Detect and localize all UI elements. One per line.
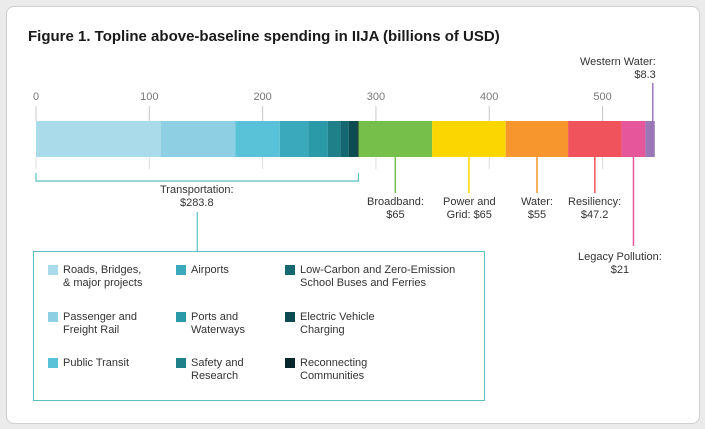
bar-segment-passenger-and-freight-rail <box>160 121 236 157</box>
tick-label: 100 <box>140 91 158 103</box>
legend-item-low-carbon-and-zero-emission-school-buses-and-ferries: Low-Carbon and Zero-Emission School Buse… <box>285 264 455 290</box>
transportation-label: Transportation: $283.8 <box>160 184 234 209</box>
label-power-and-grid: Power and Grid: $65 <box>443 196 496 221</box>
label-legacy-pollution: Legacy Pollution: $21 <box>578 251 662 276</box>
label-broadband: Broadband: $65 <box>367 196 424 221</box>
label-water: Water: $55 <box>521 196 553 221</box>
legend-swatch <box>48 265 58 275</box>
legend-item-ports-and-waterways: Ports and Waterways <box>176 311 245 337</box>
bar-segment-resiliency <box>568 121 622 157</box>
bar-segment-broadband <box>358 121 433 157</box>
legend-swatch <box>48 312 58 322</box>
legend-item-reconnecting-communities: Reconnecting Communities <box>285 357 367 383</box>
bar-segment-legacy-pollution <box>621 121 646 157</box>
legend-item-passenger-and-freight-rail: Passenger and Freight Rail <box>48 311 137 337</box>
bar-segment-airports <box>279 121 309 157</box>
bar-segment-roads-bridges-major-projects <box>36 121 161 157</box>
legend-swatch <box>176 265 186 275</box>
bar-segment-public-transit <box>235 121 280 157</box>
legend-label: Ports and Waterways <box>191 311 245 336</box>
legend-swatch <box>285 358 295 368</box>
legend-swatch <box>176 312 186 322</box>
legend-swatch <box>285 265 295 275</box>
chart-card <box>6 6 700 424</box>
leader-lines <box>35 83 654 251</box>
bar-segment-safety-and-research <box>327 121 341 157</box>
bar-segment-power-and-grid <box>432 121 506 157</box>
legend-label: Safety and Research <box>191 357 244 382</box>
legend-label: Low-Carbon and Zero-Emission School Buse… <box>300 264 456 289</box>
legend-label: Passenger and Freight Rail <box>63 311 137 336</box>
legend-label: Airports <box>191 264 229 276</box>
chart-title: Figure 1. Topline above-baseline spendin… <box>28 28 500 45</box>
transportation-bracket <box>35 173 360 182</box>
legend-label: Public Transit <box>63 357 130 369</box>
legend-item-safety-and-research: Safety and Research <box>176 357 244 383</box>
stacked-bar <box>36 121 655 157</box>
bar-segment-reconnecting-communities <box>357 121 359 157</box>
legend-item-roads-bridges-major-projects: Roads, Bridges, & major projects <box>48 264 142 290</box>
legend-label: Roads, Bridges, & major projects <box>63 264 143 289</box>
bar-segment-low-carbon-and-zero-emission-school-buses-and-ferries <box>340 121 349 157</box>
x-axis-ticks: 0 100 200 300 400 500 <box>33 91 612 169</box>
tick-label: 300 <box>367 91 385 103</box>
legend-label: Electric Vehicle Charging <box>300 311 375 336</box>
legend-item-electric-vehicle-charging: Electric Vehicle Charging <box>285 311 375 337</box>
bar-segment-western-water <box>645 121 655 157</box>
tick-label: 500 <box>593 91 611 103</box>
bar-segment-ports-and-waterways <box>308 121 328 157</box>
label-western-water: Western Water: $8.3 <box>579 56 656 81</box>
legend-label: Reconnecting Communities <box>300 357 368 382</box>
bar-segment-water <box>505 121 569 157</box>
legend-swatch <box>285 312 295 322</box>
legend-swatch <box>176 358 186 368</box>
tick-label: 0 <box>33 91 39 103</box>
label-resiliency: Resiliency: $47.2 <box>568 196 622 221</box>
legend-item-airports: Airports <box>176 264 229 277</box>
legend-item-public-transit: Public Transit <box>48 357 129 370</box>
bar-segment-electric-vehicle-charging <box>348 121 358 157</box>
legend-swatch <box>48 358 58 368</box>
tick-label: 400 <box>480 91 498 103</box>
transportation-legend: Roads, Bridges, & major projects Passenge… <box>33 251 485 401</box>
tick-label: 200 <box>253 91 271 103</box>
